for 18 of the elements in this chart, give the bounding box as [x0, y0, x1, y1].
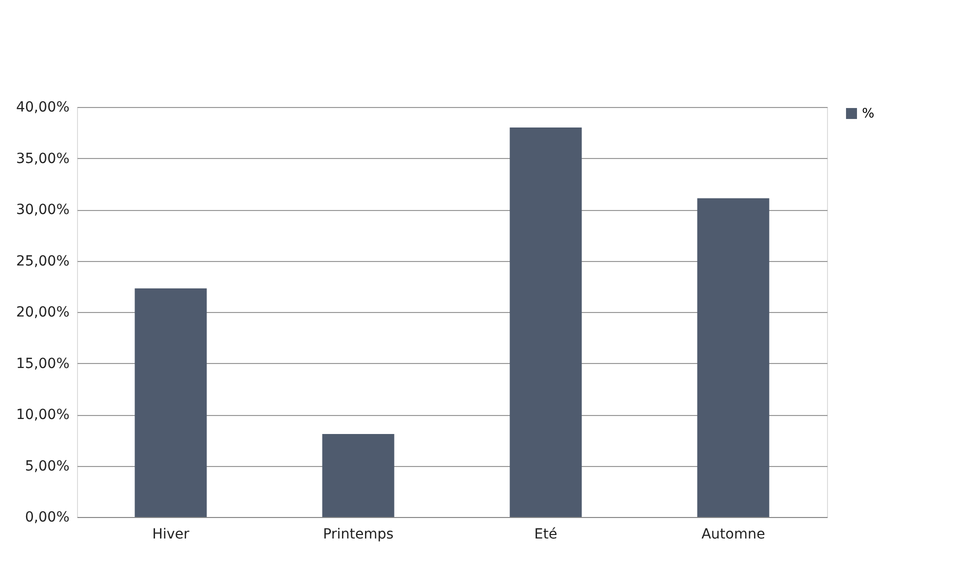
y-tick-label: 20,00%: [16, 304, 70, 320]
y-tick-label: 0,00%: [25, 510, 70, 526]
x-tick-label: Hiver: [152, 526, 190, 542]
x-tick-label: Automne: [701, 526, 766, 542]
bar: [510, 128, 582, 517]
x-tick-label: Eté: [534, 526, 558, 542]
bar: [134, 288, 207, 517]
y-tick-label: 35,00%: [16, 150, 70, 167]
y-tick-label: 10,00%: [16, 407, 70, 423]
y-tick-label: 5,00%: [25, 458, 70, 474]
bar: [697, 198, 770, 517]
x-tick-label: Printemps: [322, 526, 394, 542]
y-tick-label: 25,00%: [16, 253, 70, 270]
y-tick-label: 40,00%: [16, 100, 70, 116]
y-tick-label: 30,00%: [16, 202, 70, 218]
y-tick-label: 15,00%: [16, 356, 70, 372]
legend-label: %: [862, 106, 874, 122]
bar: [322, 434, 394, 517]
